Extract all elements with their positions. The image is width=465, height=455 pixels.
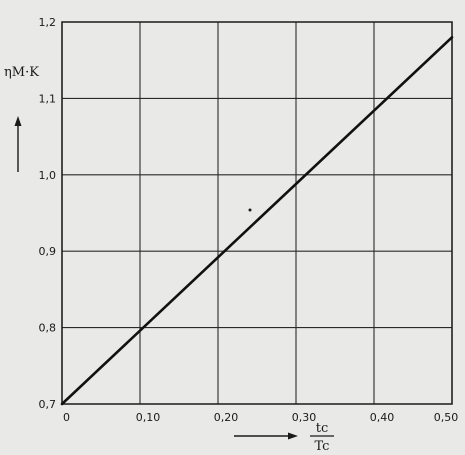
y-axis-arrow-icon	[14, 116, 22, 172]
y-tick-label-2: 0,9	[39, 245, 57, 258]
y-tick-label-0: 0,7	[39, 398, 57, 411]
x-axis-arrow-icon	[234, 432, 298, 440]
grid-lines	[61, 21, 453, 405]
x-tick-label-1: 0,10	[136, 411, 161, 424]
y-tick-label-4: 1,1	[39, 92, 57, 105]
y-tick-labels: 0,7 0,8 0,9 1,0 1,1 1,2	[39, 16, 57, 411]
stray-mark	[248, 208, 252, 212]
series-line-0	[60, 35, 454, 406]
series-group	[60, 35, 454, 406]
y-tick-label-3: 1,0	[39, 169, 57, 182]
x-tick-label-0: 0	[63, 411, 70, 424]
x-tick-label-5: 0,50	[434, 411, 459, 424]
x-tick-label-2: 0,20	[214, 411, 239, 424]
y-tick-label-5: 1,2	[39, 16, 57, 29]
x-tick-labels: 0 0,10 0,20 0,30 0,40 0,50	[63, 411, 458, 424]
x-tick-label-4: 0,40	[370, 411, 395, 424]
plot-frame	[61, 21, 453, 405]
y-tick-label-1: 0,8	[39, 322, 57, 335]
plot-area-border	[61, 21, 453, 405]
x-tick-label-3: 0,30	[292, 411, 317, 424]
x-axis-label-denominator: Tc	[315, 439, 330, 454]
y-axis-label: ηM·K	[4, 65, 39, 80]
x-axis-label-numerator: tc	[316, 421, 329, 436]
